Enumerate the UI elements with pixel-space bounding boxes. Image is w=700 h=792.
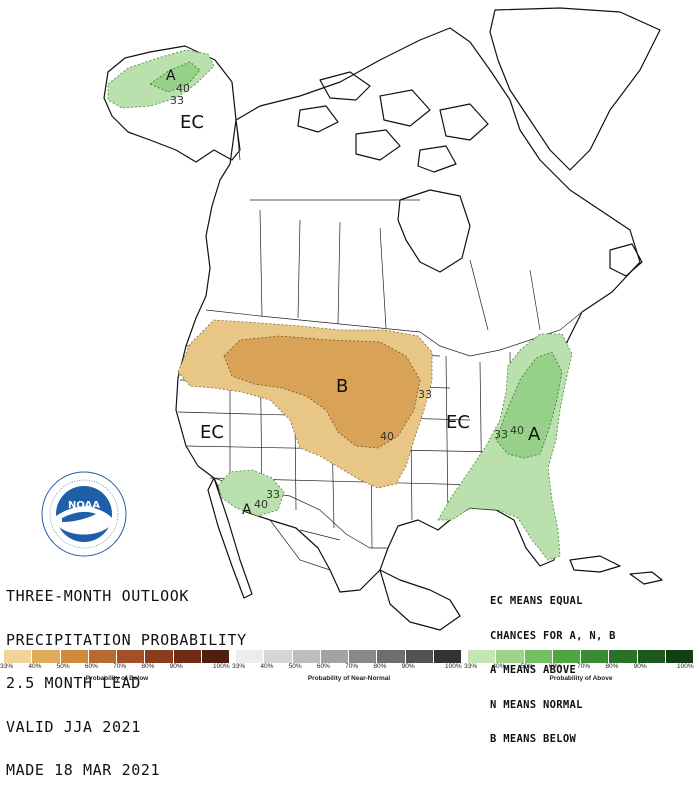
colorbar-swatch bbox=[60, 650, 89, 663]
colorbar-swatch bbox=[468, 650, 497, 663]
title-line-1: THREE-MONTH OUTLOOK bbox=[6, 587, 189, 605]
colorbar-swatches bbox=[4, 650, 230, 663]
outlook-map: EC EC EC B A A A 40 33 33 40 33 40 33 40… bbox=[41, 7, 663, 631]
contour-label-alaska-40: 40 bbox=[176, 82, 190, 95]
colorbar-2: 33% 40% 50% 60% 70% 80% 90% 100% Probability of … bbox=[464, 650, 694, 688]
legend-note-line-4: N MEANS NORMAL bbox=[490, 698, 583, 711]
colorbar-swatch bbox=[320, 650, 349, 663]
above-label-southwest: A bbox=[242, 502, 252, 518]
colorbar-tick-label: 33% bbox=[0, 663, 14, 670]
colorbar-tick-label: 90% bbox=[169, 663, 183, 670]
colorbar-swatch bbox=[4, 650, 33, 663]
colorbar-swatch bbox=[88, 650, 117, 663]
colorbar-tick-label: 33% bbox=[232, 663, 246, 670]
colorbar-swatch bbox=[377, 650, 406, 663]
below-normal-region bbox=[177, 319, 433, 489]
colorbar-ticks: 33% 40% 50% 60% 70% 80% 90% 100% bbox=[232, 663, 462, 675]
title-line-3: 2.5 MONTH LEAD bbox=[6, 674, 141, 692]
colorbar-tick-label: 100% bbox=[677, 663, 694, 670]
colorbar-swatches bbox=[236, 650, 462, 663]
colorbar-swatch bbox=[236, 650, 265, 663]
contour-label-east-33: 33 bbox=[494, 428, 508, 441]
title-line-4: VALID JJA 2021 bbox=[6, 717, 141, 736]
contour-label-alaska-33: 33 bbox=[170, 94, 184, 107]
colorbar-tick-label: 100% bbox=[213, 663, 230, 670]
above-label-east: A bbox=[528, 424, 541, 445]
colorbar-swatch bbox=[405, 650, 434, 663]
contour-label-plains-40: 40 bbox=[380, 430, 394, 443]
colorbar-swatch bbox=[32, 650, 61, 663]
colorbar-tick-label: 60% bbox=[316, 663, 330, 670]
colorbar-tick-label: 80% bbox=[373, 663, 387, 670]
colorbar-tick-label: 60% bbox=[548, 663, 562, 670]
above-label-alaska: A bbox=[166, 68, 176, 84]
colorbar-swatch bbox=[349, 650, 378, 663]
above-normal-east bbox=[437, 333, 573, 561]
contour-label-plains-33: 33 bbox=[418, 388, 432, 401]
colorbar-ticks: 33% 40% 50% 60% 70% 80% 90% 100% bbox=[0, 663, 230, 675]
colorbar-tick-label: 80% bbox=[141, 663, 155, 670]
legend-note-line-3: A MEANS ABOVE bbox=[490, 664, 577, 676]
colorbar-tick-label: 70% bbox=[577, 663, 591, 670]
colorbar-tick-label: 70% bbox=[345, 663, 359, 670]
colorbar-0: 33% 40% 50% 60% 70% 80% 90% 100% Probability of … bbox=[0, 650, 230, 688]
colorbar-swatch bbox=[433, 650, 462, 663]
colorbar-label: Probability of Above bbox=[549, 675, 613, 682]
colorbar-swatch bbox=[496, 650, 525, 663]
title-line-5: MADE 18 MAR 2021 bbox=[6, 761, 161, 779]
contour-label-east-40: 40 bbox=[510, 424, 524, 437]
colorbar-tick-label: 40% bbox=[260, 663, 274, 670]
contour-label-sw-33: 33 bbox=[266, 488, 280, 501]
colorbar-swatch bbox=[145, 650, 174, 663]
colorbar-swatches bbox=[468, 650, 694, 663]
colorbar-tick-label: 50% bbox=[288, 663, 302, 670]
colorbar-tick-label: 50% bbox=[520, 663, 534, 670]
contour-label-sw-40: 40 bbox=[254, 498, 268, 511]
colorbar-ticks: 33% 40% 50% 60% 70% 80% 90% 100% bbox=[464, 663, 694, 675]
colorbar-tick-label: 100% bbox=[445, 663, 462, 670]
colorbar-tick-label: 80% bbox=[605, 663, 619, 670]
colorbar-swatch bbox=[665, 650, 694, 663]
colorbar-swatch bbox=[264, 650, 293, 663]
colorbar-1: 33% 40% 50% 60% 70% 80% 90% 100% Probability of … bbox=[232, 650, 462, 688]
colorbar-label: Probability of Near-Normal bbox=[307, 675, 391, 682]
colorbar-swatch bbox=[201, 650, 230, 663]
ec-label-midwest: EC bbox=[446, 412, 470, 433]
above-normal-alaska bbox=[107, 49, 215, 109]
ec-label-west: EC bbox=[200, 422, 224, 443]
colorbar-tick-label: 50% bbox=[56, 663, 70, 670]
colorbar-tick-label: 60% bbox=[84, 663, 98, 670]
colorbar-swatch bbox=[524, 650, 553, 663]
colorbar-tick-label: 90% bbox=[633, 663, 647, 670]
colorbar-swatch bbox=[173, 650, 202, 663]
title-line-2: PRECIPITATION PROBABILITY bbox=[6, 630, 247, 649]
colorbar-tick-label: 90% bbox=[401, 663, 415, 670]
noaa-logo: NOAA bbox=[41, 471, 127, 557]
colorbar-tick-label: 70% bbox=[113, 663, 127, 670]
noaa-logo-text: NOAA bbox=[68, 500, 100, 511]
above-normal-southwest bbox=[217, 469, 285, 517]
ec-label-alaska: EC bbox=[180, 112, 204, 133]
colorbar-swatch bbox=[637, 650, 666, 663]
below-label: B bbox=[336, 376, 348, 397]
legend-note-line-2: CHANCES FOR A, N, B bbox=[490, 629, 616, 642]
colorbar-swatch bbox=[609, 650, 638, 663]
colorbar-tick-label: 40% bbox=[28, 663, 42, 670]
colorbar-swatch bbox=[292, 650, 321, 663]
coastlines bbox=[103, 7, 663, 631]
legend-note-line-5: B MEANS BELOW bbox=[490, 733, 577, 745]
colorbar-label: Probability of Below bbox=[85, 675, 149, 682]
colorbar-swatch bbox=[552, 650, 581, 663]
colorbar-tick-label: 40% bbox=[492, 663, 506, 670]
colorbar-swatch bbox=[581, 650, 610, 663]
colorbar-swatch bbox=[117, 650, 146, 663]
legend-note-line-1: EC MEANS EQUAL bbox=[490, 595, 583, 607]
colorbar-tick-label: 33% bbox=[464, 663, 478, 670]
